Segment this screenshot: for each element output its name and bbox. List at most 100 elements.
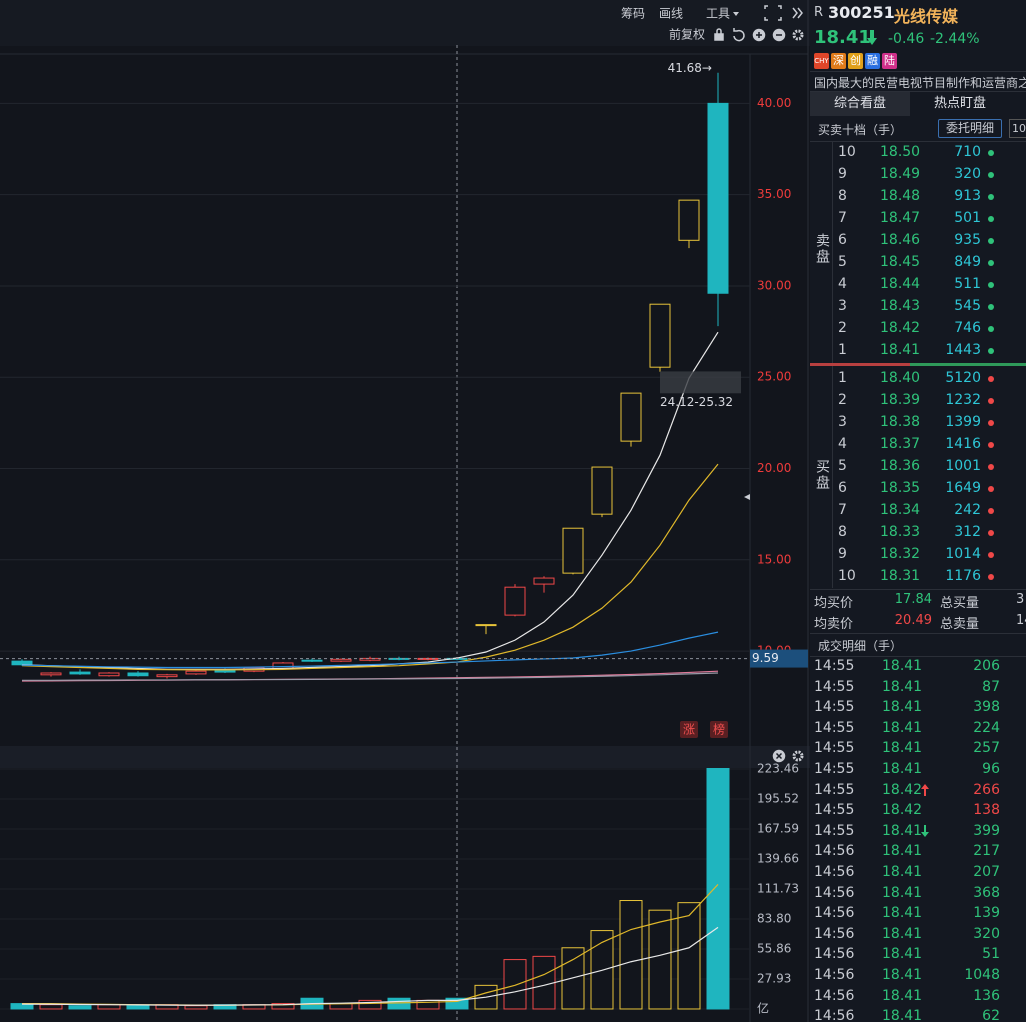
book-price: 18.39 (880, 392, 921, 408)
level: 10 (838, 568, 856, 584)
price-change: -0.46 (888, 31, 925, 47)
volume-bar (271, 1003, 295, 1010)
up-arrow (920, 783, 930, 797)
book-price: 18.33 (880, 524, 921, 540)
toolbar-item[interactable]: 筹码 (621, 7, 645, 21)
trade-volume: 96 (982, 761, 1000, 777)
candle-body (40, 672, 62, 676)
level: 6 (838, 480, 847, 496)
badge[interactable]: 榜 (713, 722, 725, 737)
trade-price: 18.41 (882, 761, 923, 777)
level: 3 (838, 414, 847, 430)
dot (988, 398, 994, 404)
adjust-toggle: 前复权 (669, 27, 705, 42)
book-volume: 1399 (945, 414, 981, 430)
book-volume: 710 (954, 144, 981, 160)
badge[interactable]: 涨 (683, 722, 695, 737)
undo-icon[interactable] (733, 28, 745, 42)
dot (988, 238, 994, 244)
settings-icon[interactable] (792, 29, 804, 41)
depth-button[interactable]: 10 (1009, 119, 1026, 138)
volume-bar (39, 1004, 63, 1010)
level: 6 (838, 232, 847, 248)
volume-bar (184, 1005, 208, 1010)
trade-volume: 257 (973, 740, 1000, 757)
candle-body (11, 660, 33, 666)
y-tick-label: 27.93 (757, 971, 791, 985)
fullscreen-icon[interactable] (764, 5, 782, 21)
level: 9 (838, 546, 847, 562)
code-prefix: R (814, 5, 824, 20)
ma-line (21, 631, 719, 669)
candle-body (620, 392, 642, 442)
y-tick-label: 167.59 (757, 822, 799, 836)
trade-volume: 207 (973, 864, 1000, 880)
tab[interactable]: 综合看盘 (810, 92, 910, 116)
button[interactable]: 委托明细 (938, 119, 1002, 138)
trade-time: 14:55 (814, 719, 855, 736)
trade-volume: 136 (973, 987, 1000, 1004)
y-tick-label: 139.66 (757, 852, 799, 866)
trade-volume: 1048 (964, 967, 1000, 983)
trade-price: 18.41 (882, 658, 923, 674)
book-volume: 1014 (945, 546, 981, 562)
y-tick-label: 111.73 (757, 881, 799, 895)
book-volume: 1649 (945, 480, 981, 496)
collapse-icon[interactable] (792, 7, 803, 19)
volume-bar (445, 997, 469, 1010)
level: 2 (838, 320, 847, 336)
section-title: 买卖十档（手） (818, 123, 903, 137)
dot (988, 194, 994, 200)
dot (988, 348, 994, 354)
dot (988, 420, 994, 426)
candle-body (649, 303, 671, 368)
candle-body (330, 658, 352, 662)
trade-time: 14:55 (814, 699, 855, 716)
candle-body (707, 102, 729, 294)
book-price: 18.49 (880, 166, 921, 182)
trade-price: 18.41 (882, 699, 923, 716)
dot (988, 574, 994, 580)
toolbar-item[interactable]: 工具 (706, 7, 730, 21)
book-price: 18.37 (880, 436, 921, 452)
rule (810, 71, 1026, 72)
dot (988, 530, 994, 536)
candle-body (127, 672, 149, 677)
book-price: 18.50 (880, 144, 921, 160)
dot (988, 508, 994, 514)
dot (988, 304, 994, 310)
level: 9 (838, 166, 847, 182)
book-price: 18.46 (880, 232, 921, 248)
settings-icon[interactable] (792, 750, 804, 762)
summary-label: 均卖价 (814, 617, 854, 632)
candle-body (591, 466, 613, 515)
y-tick-label: 40.00 (757, 96, 791, 110)
level: 10 (838, 144, 856, 160)
toolbar-item[interactable]: 画线 (659, 7, 683, 21)
range-label: 24.12-25.32 (660, 395, 733, 409)
level: 8 (838, 524, 847, 540)
book-price: 18.40 (880, 370, 921, 386)
trade-time: 14:56 (814, 1008, 855, 1022)
tab[interactable]: 热点盯盘 (910, 92, 1010, 116)
price-pct: -2.44% (930, 31, 980, 47)
volume-bar (677, 902, 701, 1010)
chart-panel: 筹码画线工具前复权10.0015.0020.0025.0030.0035.004… (0, 0, 810, 1022)
dot (988, 260, 994, 266)
trade-volume: 399 (973, 822, 1000, 839)
price-plot (11, 72, 741, 682)
lock-icon[interactable] (714, 33, 724, 41)
candle-body (156, 674, 178, 678)
trade-volume: 138 (973, 802, 1000, 819)
summary-value: 14 (1016, 613, 1026, 628)
book-volume: 320 (954, 166, 981, 182)
trade-time: 14:56 (814, 905, 855, 922)
book-volume: 1176 (945, 568, 981, 584)
section-title: 成交明细（手） (818, 639, 903, 653)
trade-time: 14:55 (814, 740, 855, 757)
dot (988, 376, 994, 382)
level: 5 (838, 458, 847, 474)
arrow-icon (921, 784, 929, 796)
trade-price: 18.41 (882, 678, 923, 695)
dot (988, 150, 994, 156)
